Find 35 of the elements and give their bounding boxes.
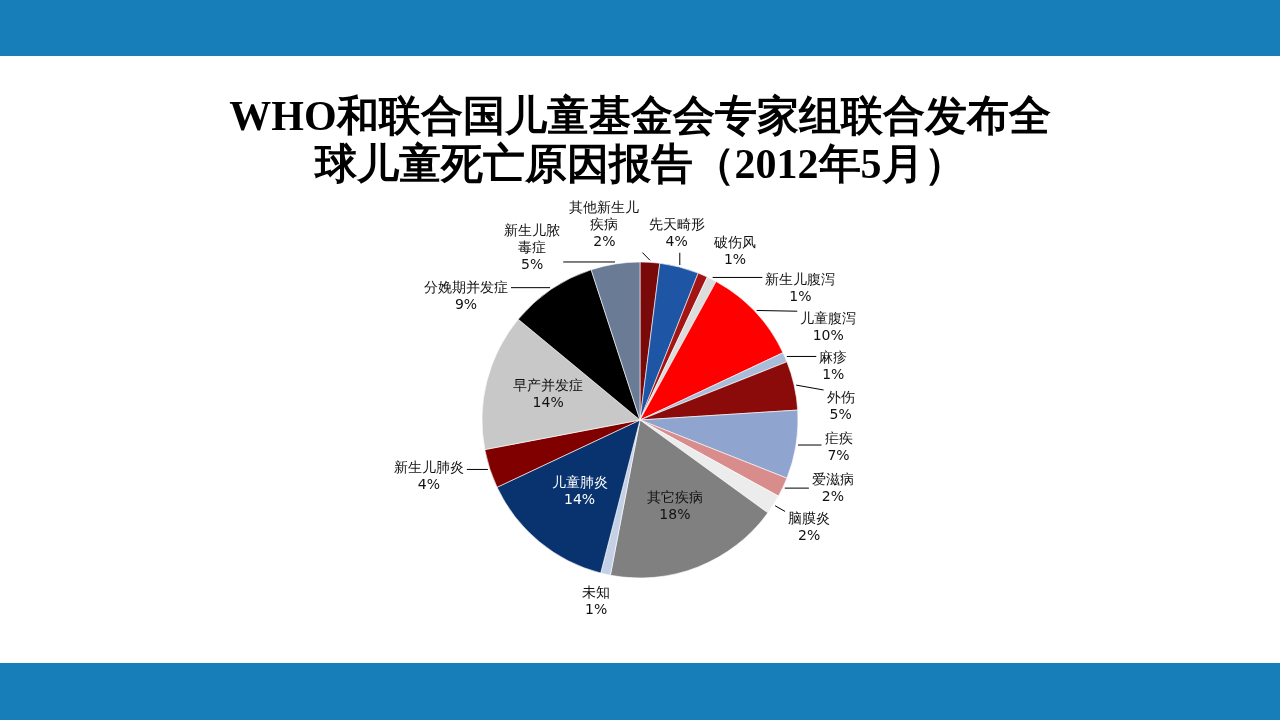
data-label: 5%	[829, 405, 852, 422]
slice-label: 麻疹	[819, 349, 848, 366]
data-label: 9%	[454, 295, 478, 312]
slice-label: 外伤	[826, 388, 855, 405]
data-label: 2%	[821, 488, 844, 505]
data-label: 14%	[564, 491, 596, 508]
data-label: 2%	[593, 232, 616, 249]
data-label: 2%	[798, 527, 821, 544]
slice-label: 分娩期并发症	[424, 278, 509, 295]
data-label: 4%	[665, 232, 688, 249]
slice-label: 疟疾	[824, 430, 853, 447]
data-label: 1%	[822, 366, 845, 383]
slice-label: 早产并发症	[513, 377, 584, 394]
slice-label: 其它疾病	[646, 489, 703, 506]
data-label: 7%	[827, 447, 850, 464]
data-label: 1%	[585, 601, 608, 618]
slice-label: 破伤风	[713, 233, 757, 250]
data-label: 1%	[789, 288, 812, 304]
slice-label: 儿童肺炎	[551, 474, 608, 491]
data-label: 1%	[723, 250, 747, 267]
slice-label: 未知	[582, 584, 611, 601]
slice-label: 其他新生儿疾病	[569, 198, 640, 232]
data-label: 10%	[812, 327, 844, 344]
data-label: 18%	[659, 506, 691, 523]
slice-label: 新生儿肺炎	[393, 459, 464, 476]
slice-label: 脑膜炎	[788, 510, 831, 527]
slice-label: 新生儿脓毒症	[504, 222, 561, 256]
data-label: 5%	[521, 256, 544, 273]
slice-label: 先天畸形	[648, 215, 705, 232]
chart-title: WHO和联合国儿童基金会专家组联合发布全球儿童死亡原因报告（2012年5月）	[229, 92, 1051, 187]
slice-label: 爱滋病	[811, 471, 854, 488]
data-label: 4%	[417, 476, 440, 493]
slice-label: 儿童腹泻	[800, 310, 857, 327]
data-label: 14%	[532, 394, 564, 411]
slice-label: 新生儿腹泻	[765, 271, 836, 287]
